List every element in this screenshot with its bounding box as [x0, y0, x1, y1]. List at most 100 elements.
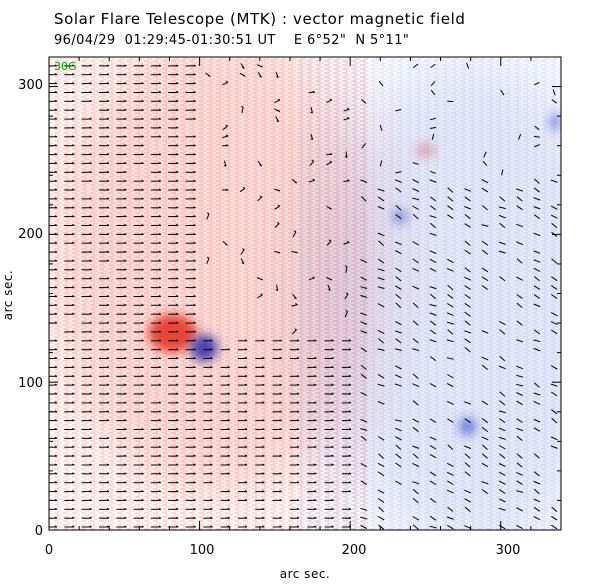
- field-arrow: [395, 171, 402, 174]
- field-arrow: [429, 179, 437, 183]
- field-arrow: [464, 188, 472, 192]
- field-arrow: [377, 401, 385, 405]
- field-arrow-head: [124, 481, 127, 484]
- field-arrow-head: [141, 392, 144, 395]
- field-arrow: [464, 311, 471, 317]
- field-arrow-head: [210, 516, 213, 519]
- field-arrow: [499, 400, 506, 406]
- field-arrow-head: [193, 410, 196, 413]
- field-arrow-head: [106, 321, 110, 324]
- field-arrow: [377, 373, 385, 379]
- field-arrow-head: [54, 481, 58, 484]
- field-arrow-head: [347, 179, 350, 182]
- field-arrow: [498, 410, 506, 414]
- field-arrow-head: [158, 445, 162, 448]
- field-arrow: [412, 400, 419, 406]
- field-arrow-head: [106, 445, 110, 448]
- field-arrow: [464, 320, 471, 326]
- field-arrow: [498, 524, 506, 530]
- field-arrow-head: [175, 135, 179, 138]
- field-arrow-head: [310, 138, 313, 141]
- field-arrow: [464, 347, 471, 353]
- field-arrow-head: [124, 365, 127, 368]
- field-arrow-head: [54, 507, 58, 510]
- polarity-regions: [49, 57, 561, 530]
- field-arrow: [498, 320, 506, 326]
- field-arrow-head: [141, 268, 144, 271]
- field-arrow: [516, 365, 524, 370]
- field-arrow-head: [314, 507, 317, 510]
- field-arrow: [360, 435, 367, 441]
- field-arrow-head: [262, 445, 265, 448]
- field-arrow-head: [141, 295, 144, 297]
- field-arrow: [481, 249, 489, 255]
- field-arrow-head: [279, 348, 282, 351]
- field-arrow-head: [279, 436, 282, 439]
- field-arrow-head: [141, 490, 144, 493]
- field-arrow: [551, 417, 558, 424]
- field-arrow-head: [193, 64, 196, 67]
- field-arrow-head: [141, 374, 144, 377]
- field-arrow-head: [54, 472, 58, 475]
- field-arrow-head: [89, 312, 92, 315]
- field-arrow-head: [72, 241, 75, 244]
- field-arrow-head: [345, 292, 349, 295]
- field-arrow-head: [141, 259, 144, 262]
- field-arrow: [378, 506, 384, 513]
- field-arrow-head: [124, 516, 127, 519]
- field-arrow-head: [72, 144, 75, 147]
- field-arrow-head: [193, 339, 196, 342]
- field-arrow-head: [175, 179, 179, 182]
- field-arrow-head: [279, 498, 282, 501]
- field-arrow-head: [89, 135, 92, 138]
- field-arrow-head: [72, 383, 75, 386]
- field-arrow-head: [279, 383, 282, 386]
- field-arrow-head: [124, 295, 127, 297]
- field-arrow-head: [175, 295, 179, 297]
- field-arrow: [291, 329, 297, 335]
- field-arrow: [446, 357, 454, 360]
- field-arrow-head: [347, 240, 350, 243]
- field-arrow: [395, 444, 402, 450]
- field-arrow-head: [124, 224, 127, 226]
- field-arrow: [257, 196, 263, 202]
- field-arrow-head: [124, 383, 127, 386]
- field-arrow-head: [158, 108, 162, 111]
- field-arrow: [241, 107, 244, 114]
- field-arrow: [447, 418, 454, 423]
- field-arrow-head: [210, 419, 213, 422]
- field-arrow-head: [175, 428, 179, 430]
- field-arrow-head: [158, 516, 162, 519]
- y-tick-label: 200: [18, 227, 43, 242]
- field-arrow-head: [72, 99, 75, 102]
- field-arrow: [533, 214, 540, 220]
- field-arrow: [412, 213, 419, 220]
- field-arrow-head: [210, 472, 213, 475]
- field-arrow-head: [348, 383, 352, 386]
- field-arrow-head: [158, 472, 162, 475]
- field-arrow-head: [193, 445, 196, 448]
- field-arrow: [344, 311, 349, 318]
- field-arrow-head: [106, 357, 110, 359]
- field-arrow-head: [331, 365, 334, 368]
- field-arrow-head: [175, 339, 179, 342]
- field-arrow: [378, 80, 384, 87]
- field-arrow: [498, 365, 506, 370]
- field-arrow-head: [262, 472, 265, 475]
- field-arrow: [412, 285, 420, 290]
- field-arrow-head: [262, 374, 265, 377]
- field-arrow-head: [72, 268, 75, 271]
- field-arrow-head: [293, 230, 297, 233]
- field-arrow-head: [54, 250, 58, 253]
- field-arrow-head: [54, 170, 58, 173]
- field-arrow-head: [175, 82, 179, 85]
- field-arrow-head: [141, 126, 144, 129]
- transverse-field-arrows: [49, 62, 558, 530]
- field-arrow-head: [106, 259, 110, 262]
- field-arrow: [412, 418, 419, 423]
- field-arrow-head: [244, 365, 248, 368]
- field-arrow-head: [329, 207, 332, 210]
- field-arrow: [395, 285, 402, 290]
- field-arrow-head: [225, 134, 229, 137]
- field-arrow-head: [89, 295, 92, 297]
